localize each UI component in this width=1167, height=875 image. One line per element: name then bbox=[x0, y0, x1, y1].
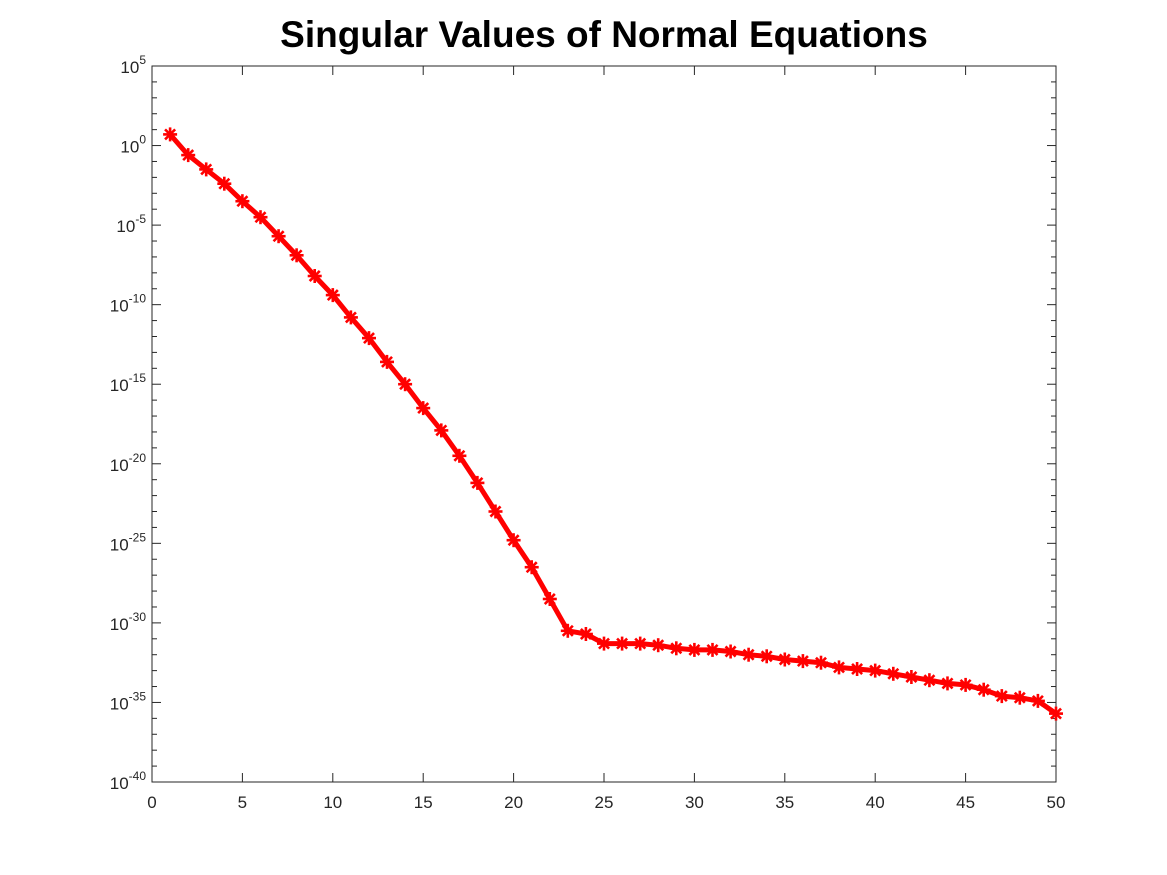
data-point bbox=[940, 676, 955, 691]
x-tick-label: 15 bbox=[414, 793, 433, 812]
x-tick-label: 5 bbox=[238, 793, 247, 812]
data-point bbox=[868, 663, 883, 678]
data-point bbox=[452, 448, 467, 463]
data-point bbox=[199, 162, 214, 177]
data-point bbox=[488, 504, 503, 519]
y-tick-label: 10-10 bbox=[110, 292, 147, 316]
data-point bbox=[434, 423, 449, 438]
x-tick-label: 0 bbox=[147, 793, 156, 812]
data-point bbox=[181, 148, 196, 163]
x-tick-label: 30 bbox=[685, 793, 704, 812]
data-point bbox=[669, 641, 684, 656]
data-point bbox=[723, 644, 738, 659]
y-tick-label: 10-25 bbox=[110, 530, 147, 554]
chart-title: Singular Values of Normal Equations bbox=[280, 14, 928, 55]
data-point bbox=[1049, 706, 1063, 721]
data-point bbox=[850, 662, 865, 676]
data-point bbox=[416, 401, 431, 416]
x-tick-label: 25 bbox=[595, 793, 614, 812]
data-point bbox=[524, 560, 539, 575]
data-point bbox=[886, 666, 901, 681]
y-tick-label: 10-30 bbox=[110, 610, 147, 634]
data-point bbox=[343, 310, 358, 325]
x-tick-label: 10 bbox=[323, 793, 342, 812]
data-point bbox=[163, 127, 178, 142]
data-point bbox=[615, 636, 630, 651]
x-tick-label: 20 bbox=[504, 793, 523, 812]
axes-box bbox=[151, 65, 1057, 783]
data-point bbox=[380, 354, 394, 369]
x-tick-label: 50 bbox=[1047, 793, 1066, 812]
data-point bbox=[922, 673, 937, 688]
series-line bbox=[168, 132, 1058, 716]
data-point bbox=[398, 377, 413, 392]
data-point bbox=[976, 682, 991, 697]
data-point bbox=[289, 248, 304, 263]
data-point bbox=[235, 194, 250, 209]
data-point bbox=[470, 475, 485, 490]
data-point bbox=[795, 654, 810, 669]
data-point bbox=[271, 229, 286, 244]
tick-marks bbox=[151, 65, 1057, 783]
data-point bbox=[741, 647, 756, 662]
x-tick-labels: 0 5 10 15 20 25 30 35 40 45 50 bbox=[147, 793, 1065, 812]
data-point bbox=[307, 269, 322, 283]
data-point bbox=[597, 636, 611, 651]
data-point bbox=[904, 670, 919, 684]
y-tick-label: 10-5 bbox=[116, 212, 146, 236]
data-point bbox=[325, 288, 340, 303]
y-tick-label: 10-35 bbox=[110, 689, 147, 713]
data-point bbox=[832, 660, 846, 675]
data-point bbox=[1030, 693, 1045, 708]
data-point bbox=[687, 642, 702, 657]
data-point bbox=[1012, 690, 1027, 705]
data-point bbox=[651, 638, 666, 653]
data-point bbox=[253, 210, 268, 225]
x-tick-label: 45 bbox=[956, 793, 975, 812]
data-point bbox=[994, 689, 1009, 704]
x-tick-label: 40 bbox=[866, 793, 885, 812]
data-point bbox=[759, 649, 774, 664]
data-point bbox=[362, 331, 376, 346]
data-point bbox=[777, 652, 792, 667]
data-point bbox=[814, 655, 828, 670]
x-tick-label: 35 bbox=[775, 793, 794, 812]
y-tick-label: 10-15 bbox=[110, 371, 147, 395]
data-point bbox=[633, 636, 648, 651]
y-tick-label: 105 bbox=[120, 53, 146, 77]
y-tick-label: 100 bbox=[120, 133, 146, 157]
series-group bbox=[163, 127, 1063, 721]
data-point bbox=[958, 677, 973, 692]
data-point bbox=[705, 642, 720, 657]
data-point bbox=[560, 623, 575, 638]
y-tick-labels: 105 100 10-5 10-10 10-15 10-20 10-25 10-30 10-35… bbox=[110, 53, 147, 793]
data-point bbox=[542, 592, 557, 606]
y-tick-label: 10-40 bbox=[110, 769, 147, 793]
data-point bbox=[217, 176, 232, 191]
data-point bbox=[506, 533, 521, 548]
data-point bbox=[578, 627, 593, 641]
y-tick-label: 10-20 bbox=[110, 451, 147, 475]
